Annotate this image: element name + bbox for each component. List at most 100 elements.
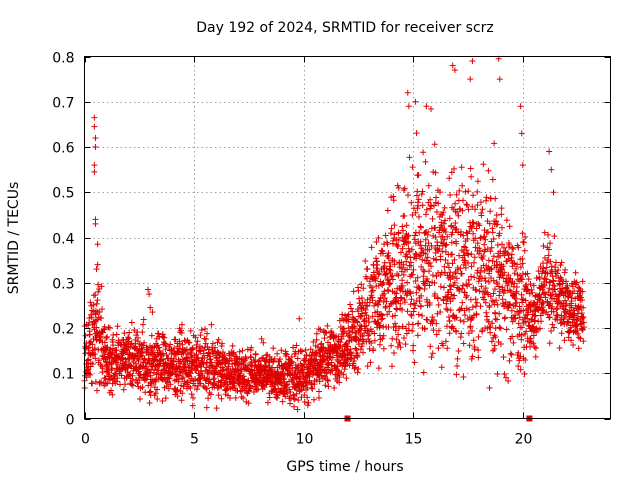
data-point xyxy=(391,261,398,268)
data-point xyxy=(481,241,488,248)
data-point xyxy=(136,396,143,403)
data-point xyxy=(345,311,352,318)
data-point xyxy=(407,290,414,297)
data-point xyxy=(480,253,487,260)
data-point xyxy=(467,323,474,330)
data-point xyxy=(475,354,482,361)
data-point xyxy=(398,265,405,272)
data-point xyxy=(546,148,553,155)
data-point xyxy=(381,259,388,266)
data-point xyxy=(575,284,582,291)
data-point xyxy=(422,242,429,249)
data-point xyxy=(364,265,371,272)
data-point xyxy=(469,219,476,226)
data-point xyxy=(435,301,442,308)
data-point xyxy=(380,279,387,286)
data-point xyxy=(220,366,227,373)
data-point xyxy=(435,200,442,207)
data-point xyxy=(488,338,495,345)
data-point xyxy=(511,270,518,277)
data-point xyxy=(467,76,474,83)
data-point xyxy=(474,178,481,185)
data-point xyxy=(163,352,170,359)
data-point xyxy=(92,220,99,227)
data-point xyxy=(575,334,582,341)
data-point xyxy=(453,240,460,247)
data-point xyxy=(359,310,366,317)
data-point xyxy=(537,263,544,270)
data-point xyxy=(445,264,452,271)
data-point xyxy=(444,345,451,352)
data-point xyxy=(435,345,442,352)
data-point xyxy=(339,311,346,318)
data-point xyxy=(462,264,469,271)
data-point xyxy=(455,347,462,354)
data-point xyxy=(238,393,245,400)
data-point xyxy=(209,351,216,358)
data-point xyxy=(371,337,378,344)
data-point xyxy=(229,342,236,349)
data-point xyxy=(310,396,317,403)
data-point xyxy=(506,223,513,230)
data-point xyxy=(512,315,519,322)
data-point xyxy=(579,278,586,285)
data-point xyxy=(457,317,464,324)
data-point xyxy=(140,342,147,349)
data-point xyxy=(369,287,376,294)
data-point xyxy=(468,251,475,258)
data-point xyxy=(557,262,564,269)
data-point xyxy=(433,331,440,338)
data-point xyxy=(384,207,391,214)
data-point xyxy=(394,306,401,313)
data-point xyxy=(385,323,392,330)
data-point xyxy=(324,322,331,329)
x-axis-label: GPS time / hours xyxy=(286,459,403,475)
data-point xyxy=(174,349,181,356)
y-tick-label: 0.8 xyxy=(52,51,74,67)
data-point xyxy=(385,250,392,257)
data-point xyxy=(403,258,410,265)
data-point xyxy=(89,380,96,387)
data-point xyxy=(415,202,422,209)
data-point xyxy=(552,259,559,266)
data-point xyxy=(95,357,102,364)
data-point xyxy=(313,336,320,343)
data-point xyxy=(513,265,520,272)
data-point xyxy=(405,232,412,239)
data-point xyxy=(404,308,411,315)
data-point xyxy=(467,296,474,303)
data-point xyxy=(491,286,498,293)
data-point xyxy=(362,257,369,264)
data-point xyxy=(408,296,415,303)
data-point xyxy=(468,316,475,323)
data-point xyxy=(388,363,395,370)
data-point xyxy=(431,202,438,209)
data-point xyxy=(260,382,267,389)
data-point xyxy=(214,339,221,346)
data-point xyxy=(351,316,358,323)
data-point xyxy=(411,305,418,312)
data-point xyxy=(511,260,518,267)
data-point xyxy=(232,394,239,401)
data-point xyxy=(500,354,507,361)
data-point xyxy=(317,326,324,333)
data-point xyxy=(446,330,453,337)
data-point xyxy=(409,212,416,219)
data-point xyxy=(494,370,501,377)
data-point xyxy=(313,356,320,363)
data-point xyxy=(530,332,537,339)
y-tick-label: 0.3 xyxy=(52,277,74,293)
data-point xyxy=(417,302,424,309)
data-point xyxy=(451,165,458,172)
data-point xyxy=(528,286,535,293)
data-point xyxy=(550,189,557,196)
data-point xyxy=(515,349,522,356)
data-point xyxy=(481,233,488,240)
data-point xyxy=(452,220,459,227)
data-point xyxy=(104,363,111,370)
data-point xyxy=(554,270,561,277)
data-point xyxy=(108,387,115,394)
data-point xyxy=(386,259,393,266)
data-point xyxy=(389,276,396,283)
data-point xyxy=(436,189,443,196)
